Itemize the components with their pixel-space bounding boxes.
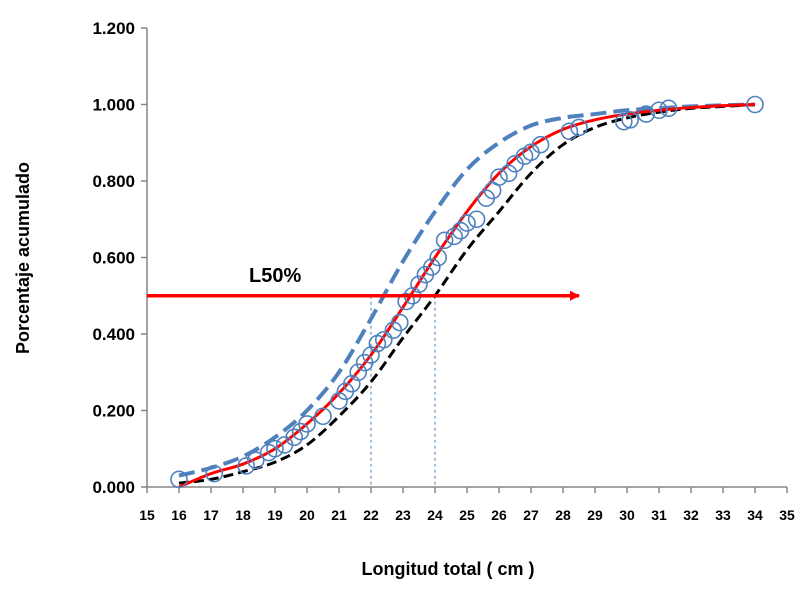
x-tick-label: 31 xyxy=(651,507,667,523)
observed-point xyxy=(170,470,188,489)
x-tick-label: 33 xyxy=(715,507,731,523)
observed-markers-group xyxy=(170,95,764,489)
x-tick-label: 28 xyxy=(555,507,571,523)
observed-point xyxy=(458,214,476,232)
x-tick-label: 35 xyxy=(779,507,795,523)
lower-dashed-line xyxy=(178,103,756,485)
observed-point xyxy=(374,330,393,349)
upper-dashed-line xyxy=(178,102,756,478)
y-tick-label: 1.200 xyxy=(92,19,135,38)
observed-point xyxy=(650,101,668,120)
y-tick-label: 0.200 xyxy=(92,402,135,421)
x-tick-label: 18 xyxy=(235,507,251,523)
x-tick-label: 23 xyxy=(395,507,411,523)
observed-point xyxy=(397,292,416,311)
guide-lines-group xyxy=(370,295,436,487)
l50-label: L50% xyxy=(249,265,301,287)
y-tick-label: 0.800 xyxy=(92,172,135,191)
x-tick-label: 26 xyxy=(491,507,507,523)
observed-point xyxy=(445,227,464,246)
observed-point xyxy=(266,439,284,458)
observed-point xyxy=(422,258,441,276)
x-tick-label: 32 xyxy=(683,507,699,523)
observed-point xyxy=(285,428,304,447)
observed-point xyxy=(298,415,316,433)
x-axis-title: Longitud total ( cm ) xyxy=(362,559,535,579)
y-tick-label: 0.400 xyxy=(92,325,135,344)
x-tick-label: 29 xyxy=(587,507,603,523)
x-tick-label: 24 xyxy=(427,507,443,523)
observed-point xyxy=(467,210,486,229)
observed-point xyxy=(746,95,764,114)
x-tick-label: 20 xyxy=(299,507,315,523)
observed-point xyxy=(499,164,518,183)
x-tick-label: 16 xyxy=(171,507,187,523)
observed-point xyxy=(659,99,678,118)
observed-point xyxy=(349,363,368,382)
x-tick-label: 30 xyxy=(619,507,635,523)
observed-point xyxy=(247,451,265,470)
x-tick-label: 22 xyxy=(363,507,379,523)
observed-point xyxy=(531,135,550,154)
x-tick-label: 17 xyxy=(203,507,219,523)
observed-point xyxy=(637,105,656,123)
y-axis-title: Porcentaje acumulado xyxy=(13,162,33,354)
observed-point xyxy=(390,313,409,332)
x-tick-label: 34 xyxy=(747,507,763,523)
observed-point xyxy=(490,168,508,186)
x-tick-label: 21 xyxy=(331,507,347,523)
observed-point xyxy=(621,111,640,129)
observed-point xyxy=(314,407,332,426)
y-tick-label: 0.600 xyxy=(92,249,135,268)
x-tick-label: 27 xyxy=(523,507,539,523)
y-tick-label: 1.000 xyxy=(92,96,135,115)
observed-point xyxy=(435,231,454,250)
l50-annotation-group: L50% xyxy=(147,265,580,301)
observed-point xyxy=(429,248,448,267)
x-tick-label: 15 xyxy=(139,507,155,523)
observed-point xyxy=(330,392,348,410)
x-tick-label: 19 xyxy=(267,507,283,523)
observed-point xyxy=(205,464,223,483)
observed-point xyxy=(410,275,428,294)
y-tick-label: 0.000 xyxy=(92,478,135,497)
x-tick-label: 25 xyxy=(459,507,475,523)
observed-point xyxy=(560,122,579,141)
observed-point xyxy=(570,118,588,137)
axes-group: 0.000 0.200 0.400 0.600 0.800 1.000 1.200 15 16 1… xyxy=(92,19,795,523)
observed-point xyxy=(614,112,633,131)
observed-point xyxy=(237,457,255,475)
